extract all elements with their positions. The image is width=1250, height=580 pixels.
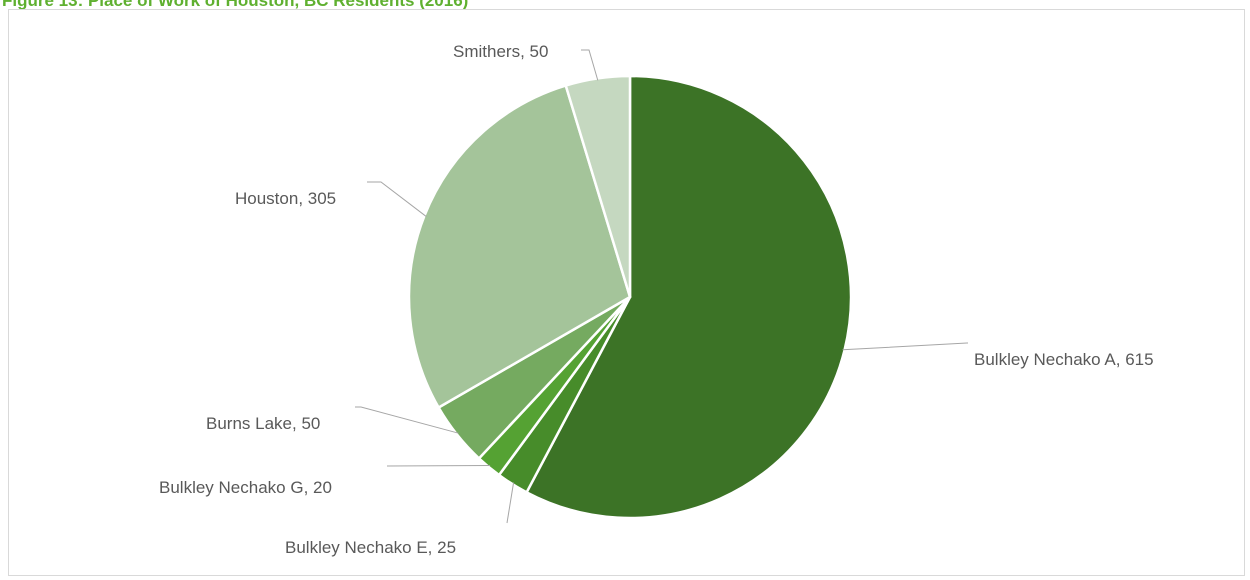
leader-line-burns-lake	[355, 406, 459, 434]
pie-slice-bulkley-nechako-a	[525, 74, 853, 520]
data-label-burns-lake: Burns Lake, 50	[206, 414, 320, 433]
data-labels: Bulkley Nechako A, 615 Bulkley Nechako E,…	[159, 42, 1154, 557]
figure-title: Figure 13: Place of Work of Houston, BC …	[2, 0, 469, 10]
data-label-bulkley-nechako-e: Bulkley Nechako E, 25	[285, 538, 456, 557]
leader-lines	[355, 49, 968, 524]
leader-line-bulkley-nechako-a	[842, 342, 968, 351]
leader-line-houston	[367, 181, 427, 217]
pie-chart: Bulkley Nechako A, 615 Bulkley Nechako E,…	[159, 42, 1154, 557]
chart-area: Bulkley Nechako A, 615 Bulkley Nechako E,…	[8, 9, 1245, 576]
pie-slices	[407, 74, 853, 520]
data-label-houston: Houston, 305	[235, 189, 336, 208]
data-label-smithers: Smithers, 50	[453, 42, 548, 61]
pie-slice-houston	[407, 84, 632, 409]
data-label-bulkley-nechako-g: Bulkley Nechako G, 20	[159, 478, 332, 497]
leader-line-bulkley-nechako-g	[386, 464, 491, 467]
leader-line-smithers	[581, 49, 599, 81]
data-label-bulkley-nechako-a: Bulkley Nechako A, 615	[974, 350, 1154, 369]
leader-line-bulkley-nechako-e	[506, 482, 515, 524]
